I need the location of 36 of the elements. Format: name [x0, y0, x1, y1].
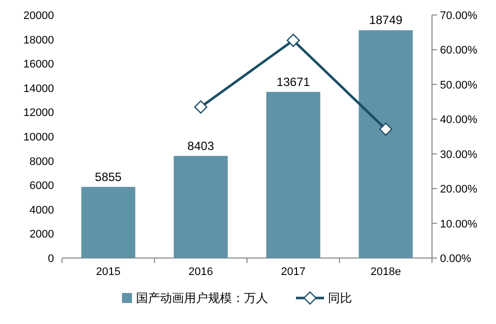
y-tick-label: 6000: [30, 180, 54, 192]
y2-tick-label: 30.00%: [440, 148, 478, 161]
y2-tick-label: 0.00%: [440, 253, 472, 265]
point: [379, 122, 392, 136]
y-tick-label: 16000: [23, 58, 54, 71]
y-tick-label: 4000: [30, 204, 54, 216]
data-label: 18749: [369, 13, 403, 28]
y2-tick-label: 20.00%: [440, 184, 478, 196]
y-tick-label: 12000: [23, 107, 54, 120]
x-tick-label: 2016: [188, 266, 213, 278]
x-tick-label: 2017: [281, 266, 306, 278]
data-label: 13671: [276, 74, 310, 89]
y-tick-label: 2000: [30, 228, 54, 241]
y-tick-label: 0: [48, 253, 54, 265]
legend-label: 同比: [328, 291, 352, 305]
x-tick-label: 2015: [96, 266, 120, 278]
y-tick-label: 14000: [23, 82, 54, 95]
legend-label: 国产动画用户规模：万人: [136, 291, 268, 305]
bar: [266, 92, 320, 258]
y2-tick-label: 40.00%: [440, 114, 478, 126]
point: [286, 34, 300, 47]
y2-tick-label: 70.00%: [440, 10, 478, 22]
point: [194, 100, 208, 114]
y2-tick-label: 60.00%: [440, 44, 478, 57]
data-label: 8403: [187, 138, 214, 153]
bar: [81, 186, 136, 258]
bar: [174, 156, 228, 258]
y-tick-label: 20000: [23, 10, 54, 22]
data-label: 5855: [94, 170, 122, 184]
bar: [358, 30, 413, 258]
y-tick-label: 8000: [30, 156, 54, 168]
y-tick-label: 10000: [23, 132, 54, 144]
x-tick-label: 2018e: [370, 266, 402, 278]
y2-tick-label: 10.00%: [440, 218, 478, 230]
y2-tick-label: 50.00%: [440, 79, 478, 92]
y-tick-label: 18000: [23, 34, 54, 46]
